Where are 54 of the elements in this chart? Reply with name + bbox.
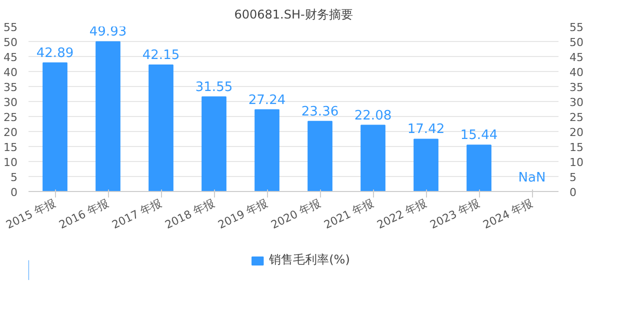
y-tick-label: 15 bbox=[4, 141, 18, 154]
x-tick-label: 2022 年报 bbox=[374, 196, 429, 232]
y2-tick-label: 10 bbox=[570, 156, 584, 169]
y-tick-label: 35 bbox=[4, 81, 18, 94]
y-tick-label: 55 bbox=[4, 21, 18, 34]
y-tick-label: 45 bbox=[4, 51, 18, 64]
y-tick-label: 25 bbox=[4, 111, 18, 124]
x-tick-label: 2024 年报 bbox=[480, 196, 535, 232]
legend-label: 销售毛利率(%) bbox=[269, 252, 350, 268]
bar bbox=[254, 109, 280, 192]
text: NaN bbox=[518, 170, 546, 186]
y-tick-label: 5 bbox=[10, 171, 18, 184]
y2-tick-label: 20 bbox=[570, 126, 584, 139]
y2-tick-label: 45 bbox=[570, 51, 584, 64]
data-label: 22.08 bbox=[354, 108, 392, 124]
bar bbox=[202, 96, 226, 192]
chart-title: 600681.SH-财务摘要 bbox=[234, 8, 353, 22]
x-tick-label: 2019 年报 bbox=[216, 196, 270, 232]
bar bbox=[42, 62, 68, 192]
bar bbox=[360, 124, 386, 192]
y2-tick-label: 30 bbox=[570, 96, 584, 109]
x-tick-label: 2020 年报 bbox=[268, 196, 323, 232]
bar bbox=[414, 138, 438, 192]
data-label: 42.15 bbox=[142, 48, 180, 64]
data-label: 42.89 bbox=[36, 46, 74, 61]
bar bbox=[308, 120, 332, 192]
y2-tick-label: 40 bbox=[570, 66, 584, 79]
y-tick-label: 0 bbox=[10, 186, 18, 199]
y2-tick-label: 55 bbox=[570, 21, 584, 34]
bar bbox=[96, 41, 120, 192]
y2-tick-label: 25 bbox=[570, 111, 584, 124]
y2-tick-label: 15 bbox=[570, 141, 584, 154]
x-tick-label: 2017 年报 bbox=[110, 196, 164, 232]
y-tick-label: 20 bbox=[4, 126, 18, 139]
y2-tick-label: 0 bbox=[570, 186, 576, 199]
y-tick-label: 10 bbox=[4, 156, 18, 169]
x-tick-label: 2015 年报 bbox=[4, 196, 58, 232]
x-tick-label: 2021 年报 bbox=[322, 196, 376, 232]
y2-tick-label: 5 bbox=[570, 171, 576, 184]
bar bbox=[466, 144, 492, 192]
x-tick-label: 2018 年报 bbox=[162, 196, 217, 232]
bar bbox=[148, 64, 174, 192]
x-tick-label: 2023 年报 bbox=[428, 196, 482, 232]
x-tick-label: 2016 年报 bbox=[56, 196, 111, 232]
data-label: 17.42 bbox=[407, 122, 445, 138]
y-tick-label: 50 bbox=[4, 36, 18, 49]
data-label: 27.24 bbox=[248, 92, 286, 108]
y-tick-label: 40 bbox=[4, 66, 18, 79]
data-label: 23.36 bbox=[301, 104, 339, 120]
y-tick-label: 30 bbox=[4, 96, 18, 109]
y2-tick-label: 50 bbox=[570, 36, 584, 49]
y2-tick-label: 35 bbox=[570, 81, 584, 94]
data-label: 31.55 bbox=[195, 80, 233, 95]
data-label: 15.44 bbox=[460, 128, 498, 144]
